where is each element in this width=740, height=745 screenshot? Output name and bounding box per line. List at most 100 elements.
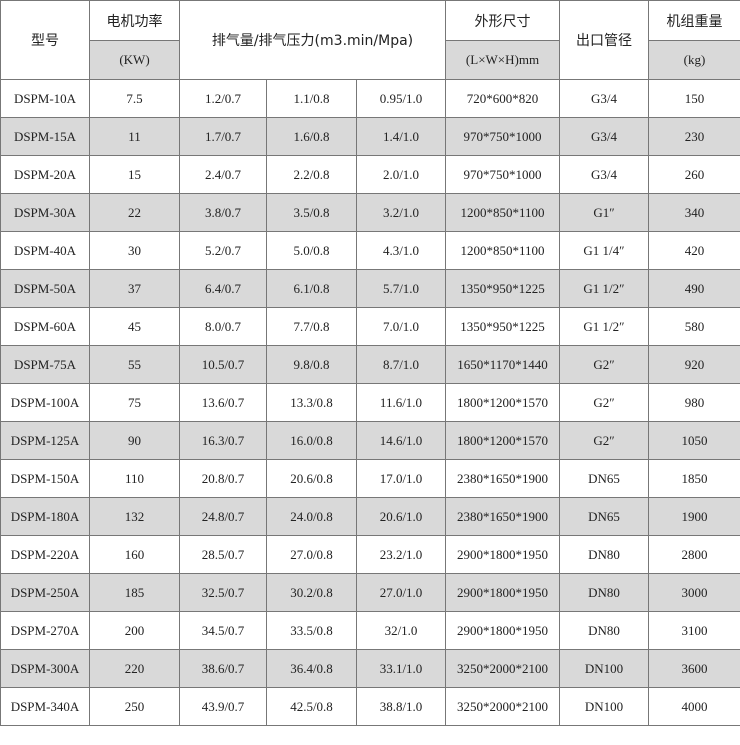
table-cell: DSPM-20A <box>0 155 90 194</box>
table-cell: 2.4/0.7 <box>179 155 267 194</box>
header-unit: (L×W×H)mm <box>445 40 560 80</box>
table-cell: 33.5/0.8 <box>266 611 357 650</box>
table-cell: 150 <box>648 79 740 118</box>
table-cell: 32/1.0 <box>356 611 446 650</box>
table-row: DSPM-50A 37 6.4/0.7 6.1/0.8 5.7/1.0 1350*950*… <box>0 269 740 308</box>
header-cell: 排气量/排气压力(m3.min/Mpa) <box>179 0 446 80</box>
table-cell: 4000 <box>648 687 740 726</box>
table-cell: 3250*2000*2100 <box>445 687 560 726</box>
table-cell: 23.2/1.0 <box>356 535 446 574</box>
header-cell: 机组重量 <box>648 0 740 41</box>
table-row: DSPM-150A 110 20.8/0.7 20.6/0.8 17.0/1.0 2380… <box>0 459 740 498</box>
table-cell: DSPM-340A <box>0 687 90 726</box>
table-cell: 260 <box>648 155 740 194</box>
table-cell: 38.6/0.7 <box>179 649 267 688</box>
table-cell: 185 <box>89 573 180 612</box>
table-cell: G2″ <box>559 345 649 384</box>
table-cell: 34.5/0.7 <box>179 611 267 650</box>
table-cell: 24.0/0.8 <box>266 497 357 536</box>
table-row: DSPM-300A 220 38.6/0.7 36.4/0.8 33.1/1.0 3250… <box>0 649 740 688</box>
table-cell: 33.1/1.0 <box>356 649 446 688</box>
table-cell: G1 1/2″ <box>559 307 649 346</box>
table-cell: 1650*1170*1440 <box>445 345 560 384</box>
table-cell: DSPM-270A <box>0 611 90 650</box>
table-cell: 2.2/0.8 <box>266 155 357 194</box>
table-cell: 220 <box>89 649 180 688</box>
table-cell: DSPM-75A <box>0 345 90 384</box>
table-cell: 16.0/0.8 <box>266 421 357 460</box>
table-cell: DN100 <box>559 687 649 726</box>
table-cell: 3.2/1.0 <box>356 193 446 232</box>
table-cell: 2.0/1.0 <box>356 155 446 194</box>
table-cell: DSPM-15A <box>0 117 90 156</box>
table-cell: 3.5/0.8 <box>266 193 357 232</box>
table-row: DSPM-60A 45 8.0/0.7 7.7/0.8 7.0/1.0 1350*950*… <box>0 307 740 346</box>
table-cell: G2″ <box>559 383 649 422</box>
table-cell: 1900 <box>648 497 740 536</box>
table-cell: 4.3/1.0 <box>356 231 446 270</box>
table-row: DSPM-125A 90 16.3/0.7 16.0/0.8 14.6/1.0 1800*… <box>0 421 740 460</box>
table-cell: 1350*950*1225 <box>445 269 560 308</box>
table-cell: 11.6/1.0 <box>356 383 446 422</box>
table-cell: 5.7/1.0 <box>356 269 446 308</box>
table-cell: 75 <box>89 383 180 422</box>
spec-table: 型号 电机功率 排气量/排气压力(m3.min/Mpa) 外形尺寸 出口管径 机… <box>0 0 740 726</box>
header-cell: 出口管径 <box>559 0 649 80</box>
table-cell: 132 <box>89 497 180 536</box>
table-cell: 720*600*820 <box>445 79 560 118</box>
table-cell: DN80 <box>559 611 649 650</box>
table-cell: 970*750*1000 <box>445 117 560 156</box>
table-row: DSPM-220A 160 28.5/0.7 27.0/0.8 23.2/1.0 2900… <box>0 535 740 574</box>
table-cell: 10.5/0.7 <box>179 345 267 384</box>
table-row: DSPM-180A 132 24.8/0.7 24.0/0.8 20.6/1.0 2380… <box>0 497 740 536</box>
header-unit: (KW) <box>89 40 180 80</box>
table-cell: 8.0/0.7 <box>179 307 267 346</box>
table-cell: 7.5 <box>89 79 180 118</box>
table-cell: 1200*850*1100 <box>445 231 560 270</box>
table-cell: 38.8/1.0 <box>356 687 446 726</box>
table-cell: G3/4 <box>559 117 649 156</box>
table-cell: 1.2/0.7 <box>179 79 267 118</box>
table-cell: G2″ <box>559 421 649 460</box>
table-row: DSPM-30A 22 3.8/0.7 3.5/0.8 3.2/1.0 1200*850*… <box>0 193 740 232</box>
table-cell: 55 <box>89 345 180 384</box>
table-cell: 11 <box>89 117 180 156</box>
table-cell: 6.1/0.8 <box>266 269 357 308</box>
table-cell: 1.6/0.8 <box>266 117 357 156</box>
table-row: DSPM-10A 7.5 1.2/0.7 1.1/0.8 0.95/1.0 720*600… <box>0 79 740 118</box>
table-cell: 20.6/1.0 <box>356 497 446 536</box>
table-cell: 340 <box>648 193 740 232</box>
table-cell: 3600 <box>648 649 740 688</box>
table-cell: 1.1/0.8 <box>266 79 357 118</box>
table-row: DSPM-250A 185 32.5/0.7 30.2/0.8 27.0/1.0 2900… <box>0 573 740 612</box>
table-row: DSPM-270A 200 34.5/0.7 33.5/0.8 32/1.0 2900*1… <box>0 611 740 650</box>
table-cell: 1800*1200*1570 <box>445 383 560 422</box>
table-cell: 5.2/0.7 <box>179 231 267 270</box>
header-cell: 型号 <box>0 0 90 80</box>
table-cell: DSPM-30A <box>0 193 90 232</box>
table-cell: 1350*950*1225 <box>445 307 560 346</box>
table-cell: 17.0/1.0 <box>356 459 446 498</box>
table-row: DSPM-75A 55 10.5/0.7 9.8/0.8 8.7/1.0 1650*117… <box>0 345 740 384</box>
table-cell: 5.0/0.8 <box>266 231 357 270</box>
table-cell: 27.0/0.8 <box>266 535 357 574</box>
table-cell: DSPM-300A <box>0 649 90 688</box>
table-cell: 3250*2000*2100 <box>445 649 560 688</box>
table-cell: 980 <box>648 383 740 422</box>
table-cell: 22 <box>89 193 180 232</box>
table-cell: 20.6/0.8 <box>266 459 357 498</box>
header-cell: 外形尺寸 <box>445 0 560 41</box>
table-cell: 420 <box>648 231 740 270</box>
table-cell: 580 <box>648 307 740 346</box>
table-cell: 28.5/0.7 <box>179 535 267 574</box>
table-cell: DN80 <box>559 573 649 612</box>
table-cell: G3/4 <box>559 155 649 194</box>
table-cell: DN65 <box>559 459 649 498</box>
table-cell: G1 1/4″ <box>559 231 649 270</box>
table-cell: 110 <box>89 459 180 498</box>
table-cell: 200 <box>89 611 180 650</box>
table-cell: 920 <box>648 345 740 384</box>
table-cell: DSPM-220A <box>0 535 90 574</box>
table-cell: 1050 <box>648 421 740 460</box>
